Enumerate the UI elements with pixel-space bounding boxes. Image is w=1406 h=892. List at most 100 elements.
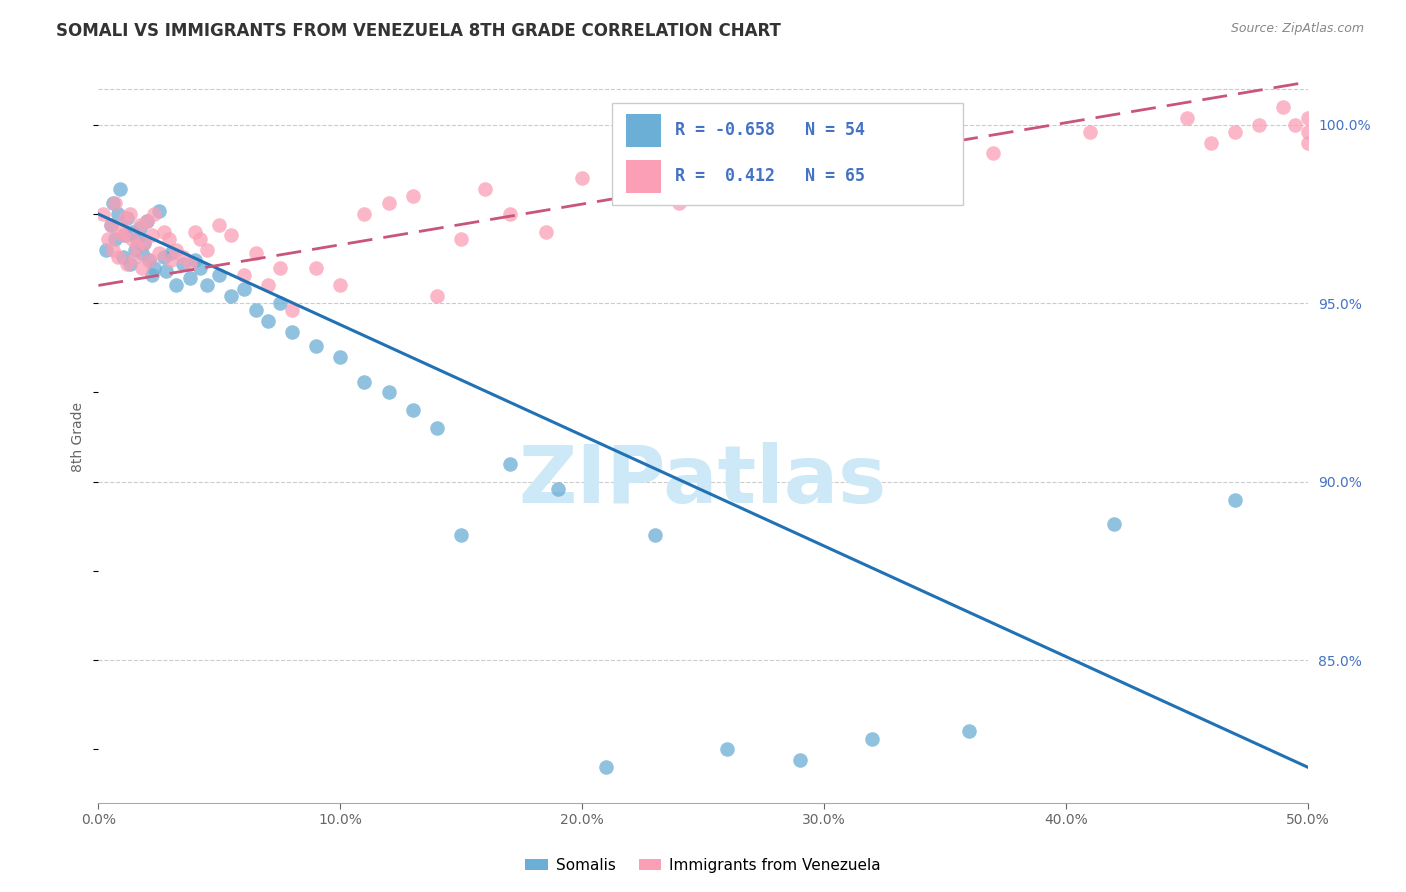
Point (138, 253, 160, 268)
Point (107, 250, 129, 264)
Point (172, 250, 194, 264)
Point (143, 207, 166, 221)
Text: ZIPatlas: ZIPatlas (519, 442, 887, 520)
Point (1223, 492, 1246, 507)
Point (141, 268, 163, 282)
Point (91, 207, 114, 221)
Point (128, 221, 150, 235)
Point (571, 171, 593, 186)
Point (1175, 111, 1198, 125)
Point (377, 385, 399, 400)
Point (108, 182, 131, 196)
Point (157, 232, 180, 246)
Point (474, 182, 496, 196)
Text: R =  0.412   N = 65: R = 0.412 N = 65 (675, 168, 865, 186)
Point (353, 207, 375, 221)
Point (152, 250, 174, 264)
Point (668, 196, 690, 211)
Point (426, 421, 449, 435)
Point (208, 268, 231, 282)
Point (256, 314, 278, 328)
Point (1249, 118, 1271, 132)
Point (305, 339, 328, 353)
Point (188, 260, 211, 275)
Point (232, 268, 254, 282)
Bar (626, 160, 661, 193)
Point (165, 278, 187, 293)
Point (160, 246, 183, 260)
Point (97, 232, 120, 246)
Point (104, 196, 127, 211)
Point (886, 153, 908, 168)
Point (245, 303, 267, 318)
Point (131, 260, 153, 275)
Point (1102, 517, 1125, 532)
Point (245, 246, 267, 260)
Point (208, 218, 231, 232)
Point (155, 264, 177, 278)
Point (128, 218, 150, 232)
Text: Source: ZipAtlas.com: Source: ZipAtlas.com (1230, 22, 1364, 36)
Point (498, 207, 520, 221)
Point (160, 253, 183, 268)
Point (179, 271, 201, 285)
Point (114, 211, 136, 225)
Point (118, 207, 141, 221)
Point (104, 232, 127, 246)
Text: R = -0.658   N = 54: R = -0.658 N = 54 (675, 121, 865, 139)
Point (232, 282, 254, 296)
Bar (626, 114, 661, 146)
Point (135, 214, 157, 228)
Point (165, 243, 187, 257)
Point (124, 250, 146, 264)
Legend: Somalis, Immigrants from Venezuela: Somalis, Immigrants from Venezuela (519, 852, 887, 880)
Point (100, 218, 122, 232)
Point (1284, 118, 1306, 132)
Point (131, 246, 153, 260)
Point (135, 214, 157, 228)
Point (716, 742, 738, 756)
Point (195, 243, 218, 257)
Point (94, 243, 117, 257)
Point (981, 146, 1004, 161)
Point (107, 207, 129, 221)
Point (402, 403, 425, 417)
Point (114, 228, 136, 243)
Point (1223, 125, 1246, 139)
Point (143, 260, 166, 275)
Point (402, 189, 425, 203)
Point (148, 246, 170, 260)
Point (789, 753, 811, 767)
Point (740, 161, 762, 175)
Point (108, 225, 131, 239)
Point (134, 235, 156, 250)
Point (101, 196, 124, 211)
Point (813, 136, 835, 150)
Point (269, 260, 291, 275)
Point (256, 278, 278, 293)
Point (221, 289, 243, 303)
Point (188, 232, 211, 246)
Point (141, 228, 163, 243)
Point (1296, 136, 1319, 150)
Point (644, 528, 666, 542)
Point (305, 260, 328, 275)
Point (860, 731, 883, 746)
Point (172, 257, 194, 271)
Point (1296, 125, 1319, 139)
Point (498, 457, 520, 471)
Point (1078, 125, 1101, 139)
Point (619, 189, 641, 203)
Point (426, 289, 449, 303)
Point (134, 235, 156, 250)
FancyBboxPatch shape (612, 103, 963, 205)
Point (957, 724, 980, 739)
Point (127, 239, 149, 253)
Point (152, 225, 174, 239)
Point (221, 228, 243, 243)
Point (547, 482, 569, 496)
Point (184, 225, 207, 239)
Point (450, 232, 472, 246)
Point (121, 232, 143, 246)
Point (377, 196, 399, 211)
